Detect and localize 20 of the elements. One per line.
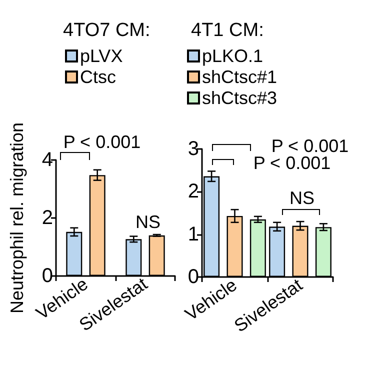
y-tick-label: 0 [188,266,199,288]
legend-label: Ctsc [80,67,116,87]
legend-title: 4T1 CM: [191,20,264,41]
annotation: NS [289,188,315,208]
legend-label: shCtsc#3 [202,88,278,108]
y-axis-title: Neutrophil rel. migration [7,122,27,314]
annotation: P < 0.001 [253,153,331,173]
annotation: P < 0.001 [271,136,349,156]
legend-label: shCtsc#1 [202,67,278,87]
legend-title: 4TO7 CM: [63,20,150,41]
annotation: NS [135,212,161,232]
y-tick-label: 3 [188,138,199,160]
y-tick-label: 2 [188,180,199,203]
legend-label: pLVX [80,46,123,66]
y-tick-label: 1 [188,223,199,246]
y-tick-label: 0 [42,265,53,287]
text: P < 0.001 [63,132,141,152]
y-tick-label: 4 [42,149,53,171]
legend-label: pLKO.1 [202,46,264,66]
y-tick-label: 2 [42,207,53,229]
